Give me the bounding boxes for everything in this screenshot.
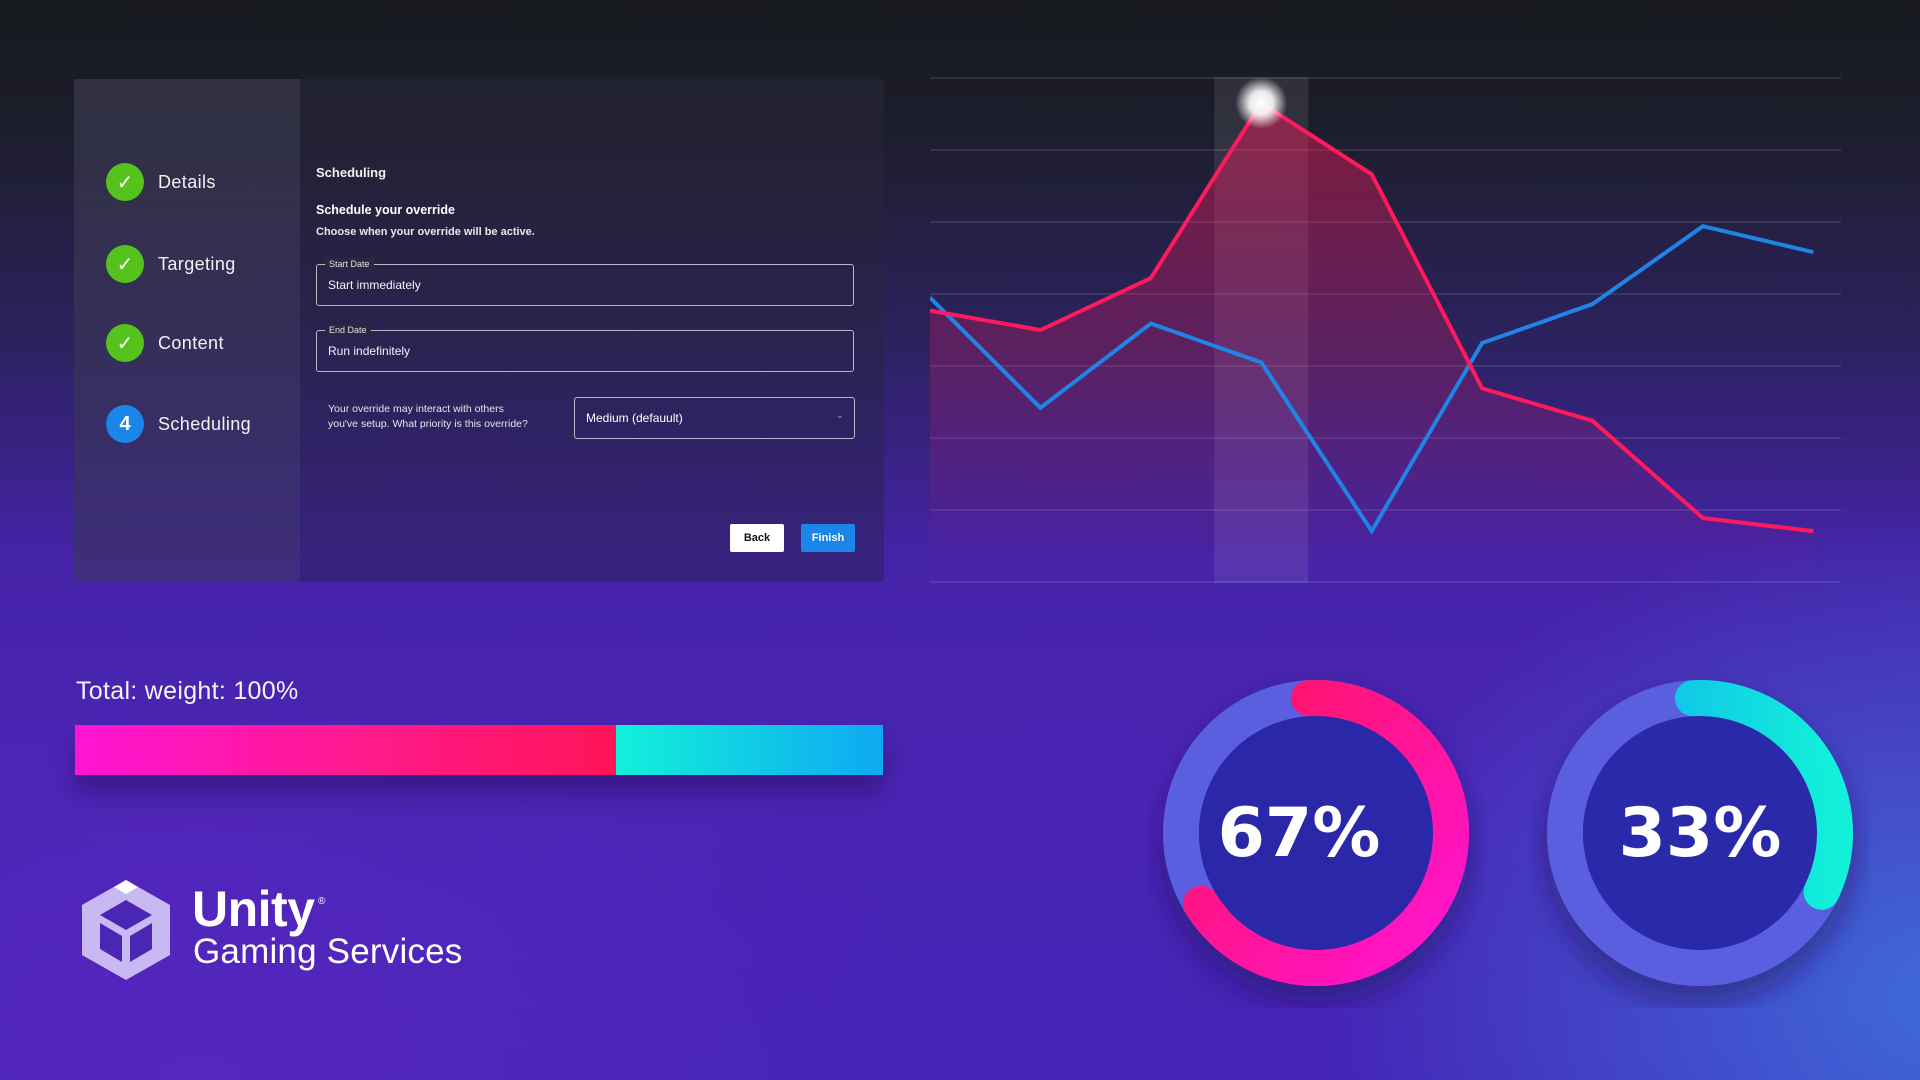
finish-button[interactable]: Finish	[801, 524, 855, 552]
donut-chart-67: 67%	[1163, 680, 1469, 986]
override-wizard-panel: ✓ Details ✓ Targeting ✓ Content 4 Schedu…	[74, 79, 884, 582]
line-chart	[930, 77, 1841, 583]
highlight-point	[1235, 77, 1288, 129]
step-content[interactable]: ✓ Content	[106, 324, 224, 362]
donut-arc-67	[1163, 680, 1469, 986]
brand-name: Unity	[192, 881, 315, 937]
unity-logo-icon	[82, 880, 170, 980]
chevron-down-icon: ⌄	[835, 410, 844, 421]
end-date-field[interactable]: End Date Run indefinitely	[316, 324, 854, 372]
end-date-value: Run indefinitely	[328, 344, 411, 358]
step-details[interactable]: ✓ Details	[106, 163, 216, 201]
donut-label-33: 33%	[1619, 794, 1782, 873]
step-scheduling[interactable]: 4 Scheduling	[106, 405, 251, 443]
start-date-value: Start immediately	[328, 278, 421, 292]
brand-tagline: Gaming Services	[193, 932, 463, 971]
donut-label-67: 67%	[1218, 794, 1381, 873]
donut-arc-33	[1547, 680, 1853, 986]
priority-selected-value: Medium (defauult)	[586, 411, 683, 425]
wizard-steps: ✓ Details ✓ Targeting ✓ Content 4 Schedu…	[74, 79, 300, 582]
registered-mark: ®	[318, 896, 326, 907]
step-targeting[interactable]: ✓ Targeting	[106, 245, 236, 283]
end-date-legend: End Date	[325, 324, 371, 336]
form-title: Schedule your override	[316, 203, 455, 217]
form-subtitle: Choose when your override will be active…	[316, 226, 535, 238]
start-date-legend: Start Date	[325, 258, 374, 270]
weight-segment-b[interactable]	[616, 725, 883, 775]
step-label: Details	[158, 171, 216, 192]
check-icon: ✓	[106, 324, 144, 362]
step-label: Content	[158, 332, 224, 353]
start-date-field[interactable]: Start Date Start immediately	[316, 258, 854, 306]
priority-question-line: Your override may interact with others	[328, 403, 504, 415]
weight-total-label: Total: weight: 100%	[76, 677, 299, 705]
series-line-0	[930, 100, 1814, 534]
scheduling-form: Scheduling Schedule your override Choose…	[316, 79, 884, 582]
priority-select[interactable]: Medium (defauult) ⌄	[574, 397, 855, 439]
weight-bar	[75, 725, 883, 775]
priority-question: Your override may interact with others y…	[328, 402, 558, 432]
back-button[interactable]: Back	[730, 524, 784, 552]
donut-center	[1583, 716, 1817, 950]
donut-center	[1199, 716, 1433, 950]
priority-question-line: you've setup. What priority is this over…	[328, 418, 528, 430]
check-icon: ✓	[106, 163, 144, 201]
series-area	[930, 102, 1814, 583]
series-line-1	[930, 224, 1814, 535]
step-label: Scheduling	[158, 413, 252, 434]
donut-chart-33: 33%	[1547, 680, 1853, 986]
check-icon: ✓	[106, 245, 144, 283]
weight-segment-a[interactable]	[75, 725, 617, 775]
step-label: Targeting	[158, 253, 236, 274]
section-title: Scheduling	[316, 165, 387, 180]
step-number-badge: 4	[106, 405, 144, 443]
